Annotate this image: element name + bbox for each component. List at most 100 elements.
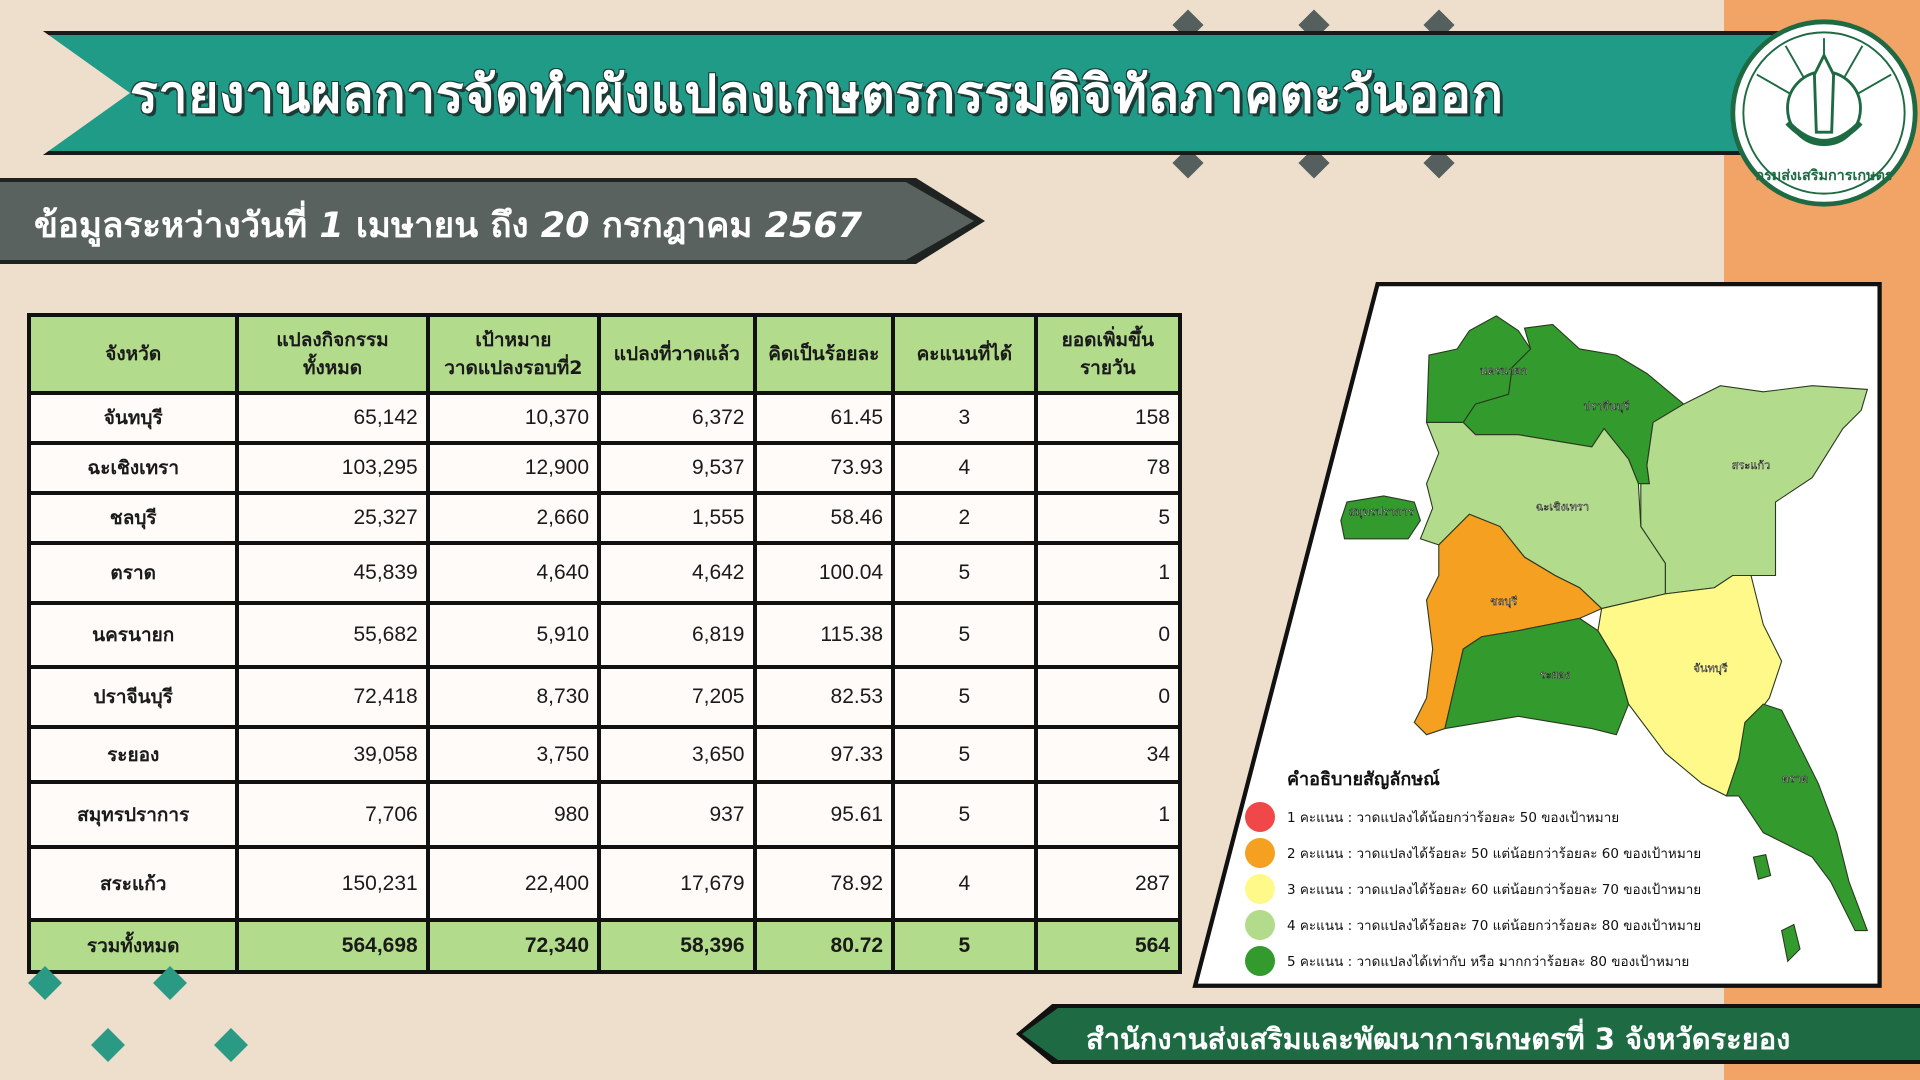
header-target: เป้าหมาย วาดแปลงรอบที่2: [425, 313, 602, 395]
map-label-sa-kaeo: สระแก้ว: [1732, 459, 1771, 472]
cell-drawn: 58,396: [597, 918, 757, 974]
cell-percent: 95.61: [752, 780, 896, 849]
cell-total-plots: 150,231: [235, 845, 430, 922]
cell-total-plots: 45,839: [235, 541, 430, 605]
map-legend: คำอธิบายสัญลักษณ์ 1 คะแนน : วาดแปลงได้น้…: [1245, 764, 1701, 979]
cell-province: สมุทรปราการ: [26, 780, 240, 849]
logo-text: กรมส่งเสริมการเกษตร: [1755, 167, 1893, 184]
cell-target: 10,370: [425, 391, 602, 445]
map-label-rayong: ระยอง: [1540, 668, 1570, 681]
table-row: จันทบุรี 65,142 10,370 6,372 61.45 3 158: [26, 391, 1183, 445]
cell-daily-increase: 287: [1033, 845, 1183, 922]
map-label-prachinburi: ปราจีนบุรี: [1584, 400, 1630, 413]
table-row: ฉะเชิงเทรา 103,295 12,900 9,537 73.93 4 78: [26, 441, 1183, 495]
table-row: ระยอง 39,058 3,750 3,650 97.33 5 34: [26, 725, 1183, 784]
cell-target: 5,910: [425, 601, 602, 669]
legend-item: 3 คะแนน : วาดแปลงได้ร้อยละ 60 แต่น้อยกว่…: [1245, 871, 1701, 907]
subtitle-banner: [0, 182, 974, 260]
legend-color-dot-icon: [1245, 838, 1275, 868]
cell-daily-increase: 0: [1033, 665, 1183, 729]
cell-drawn: 6,372: [597, 391, 757, 445]
office-name: สำนักงานส่งเสริมและพัฒนาการเกษตรที่ 3 จั…: [1086, 1022, 1791, 1056]
cell-target: 3,750: [425, 725, 602, 784]
cell-daily-increase: 34: [1033, 725, 1183, 784]
header-daily-increase: ยอดเพิ่มขึ้น รายวัน: [1033, 313, 1183, 395]
cell-percent: 97.33: [752, 725, 896, 784]
cell-percent: 78.92: [752, 845, 896, 922]
legend-item: 1 คะแนน : วาดแปลงได้น้อยกว่าร้อยละ 50 ขอ…: [1245, 799, 1701, 835]
cell-percent: 100.04: [752, 541, 896, 605]
cell-drawn: 1,555: [597, 491, 757, 545]
cell-daily-increase: 1: [1033, 541, 1183, 605]
cell-province: ฉะเชิงเทรา: [26, 441, 240, 495]
cell-total-plots: 103,295: [235, 441, 430, 495]
cell-daily-increase: 158: [1033, 391, 1183, 445]
legend-color-dot-icon: [1245, 946, 1275, 976]
legend-label: 5 คะแนน : วาดแปลงได้เท่ากับ หรือ มากกว่า…: [1287, 954, 1690, 970]
cell-drawn: 3,650: [597, 725, 757, 784]
legend-color-dot-icon: [1245, 874, 1275, 904]
province-table: จังหวัด แปลงกิจกรรม ทั้งหมด เป้าหมาย วาดแปลง…: [26, 313, 1183, 974]
cell-daily-increase: 78: [1033, 441, 1183, 495]
cell-target: 8,730: [425, 665, 602, 729]
cell-drawn: 4,642: [597, 541, 757, 605]
cell-total-plots: 65,142: [235, 391, 430, 445]
cell-drawn: 17,679: [597, 845, 757, 922]
map-label-nakhon-nayok: นครนายก: [1480, 365, 1528, 378]
cell-province: นครนายก: [26, 601, 240, 669]
year: 2567: [764, 206, 863, 246]
total-row: รวมทั้งหมด 564,698 72,340 58,396 80.72 5 564: [26, 918, 1183, 974]
cell-target: 2,660: [425, 491, 602, 545]
map-label-chachoengsao: ฉะเชิงเทรา: [1536, 501, 1589, 514]
department-logo: กรมส่งเสริมการเกษตร: [1730, 19, 1918, 207]
cell-daily-increase: 564: [1033, 918, 1183, 974]
cell-province: ชลบุรี: [26, 491, 240, 545]
cell-score: 4: [891, 441, 1038, 495]
cell-province: รวมทั้งหมด: [26, 918, 240, 974]
cell-score: 5: [891, 918, 1038, 974]
cell-province: จันทบุรี: [26, 391, 240, 445]
cell-drawn: 7,205: [597, 665, 757, 729]
map-label-trat: ตราด: [1782, 772, 1808, 785]
title-banner: [43, 31, 1783, 155]
cell-score: 5: [891, 541, 1038, 605]
legend-item: 5 คะแนน : วาดแปลงได้เท่ากับ หรือ มากกว่า…: [1245, 943, 1701, 979]
island: [1752, 854, 1772, 880]
table-row: ชลบุรี 25,327 2,660 1,555 58.46 2 5: [26, 491, 1183, 545]
cell-total-plots: 55,682: [235, 601, 430, 669]
province-samut-prakan[interactable]: [1340, 495, 1422, 540]
legend-label: 4 คะแนน : วาดแปลงได้ร้อยละ 70 แต่น้อยกว่…: [1287, 918, 1702, 934]
cell-target: 980: [425, 780, 602, 849]
cell-score: 5: [891, 665, 1038, 729]
end-month: กรกฎาคม: [601, 206, 753, 246]
province-sa-kaeo[interactable]: [1640, 385, 1869, 595]
header-score: คะแนนที่ได้: [891, 313, 1038, 395]
province-trat[interactable]: [1725, 703, 1869, 932]
cell-score: 3: [891, 391, 1038, 445]
date-prefix: ข้อมูลระหว่างวันที่: [34, 206, 308, 246]
date-to: ถึง: [490, 206, 529, 246]
legend-label: 2 คะแนน : วาดแปลงได้ร้อยละ 50 แต่น้อยกว่…: [1287, 846, 1702, 862]
start-month: เมษายน: [355, 206, 479, 246]
cell-percent: 73.93: [752, 441, 896, 495]
cell-drawn: 6,819: [597, 601, 757, 669]
legend-item: 4 คะแนน : วาดแปลงได้ร้อยละ 70 แต่น้อยกว่…: [1245, 907, 1701, 943]
table-row: สระแก้ว 150,231 22,400 17,679 78.92 4 287: [26, 845, 1183, 922]
start-day: 1: [319, 206, 344, 246]
table-header-row: จังหวัด แปลงกิจกรรม ทั้งหมด เป้าหมาย วาดแปลง…: [26, 313, 1183, 395]
cell-total-plots: 7,706: [235, 780, 430, 849]
header-total-plots: แปลงกิจกรรม ทั้งหมด: [235, 313, 430, 395]
date-range: ข้อมูลระหว่างวันที่ 1 เมษายน ถึง 20 กรกฎ…: [34, 198, 862, 253]
map-label-chanthaburi: จันทบุรี: [1694, 662, 1728, 675]
cell-target: 72,340: [425, 918, 602, 974]
table-row: สมุทรปราการ 7,706 980 937 95.61 5 1: [26, 780, 1183, 849]
cell-drawn: 9,537: [597, 441, 757, 495]
header-province: จังหวัด: [26, 313, 240, 395]
footer-banner: [1022, 1008, 1920, 1060]
cell-target: 12,900: [425, 441, 602, 495]
cell-score: 5: [891, 780, 1038, 849]
header-drawn: แปลงที่วาดแล้ว: [597, 313, 757, 395]
table-row: ตราด 45,839 4,640 4,642 100.04 5 1: [26, 541, 1183, 605]
cell-daily-increase: 0: [1033, 601, 1183, 669]
